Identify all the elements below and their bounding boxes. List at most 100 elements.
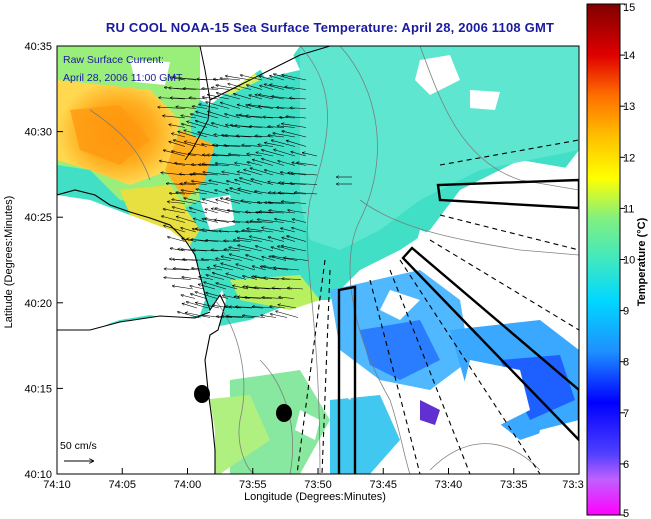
current-vector bbox=[281, 124, 307, 128]
current-vector bbox=[249, 236, 274, 242]
current-vector bbox=[220, 263, 245, 271]
current-vector bbox=[250, 168, 274, 176]
current-vector bbox=[225, 76, 252, 81]
current-vector bbox=[184, 183, 208, 185]
current-vector bbox=[277, 246, 296, 252]
current-vector bbox=[169, 141, 186, 147]
current-vector bbox=[182, 277, 203, 280]
current-vector bbox=[171, 199, 197, 204]
current-vector bbox=[283, 258, 309, 261]
current-vector bbox=[216, 283, 238, 290]
current-vector bbox=[226, 181, 241, 185]
current-vector bbox=[302, 153, 318, 157]
current-vector bbox=[167, 237, 186, 242]
current-vector bbox=[162, 116, 186, 119]
lon-tick-label: 74:00 bbox=[174, 479, 202, 491]
current-vector bbox=[171, 133, 186, 138]
current-vector bbox=[228, 247, 252, 252]
current-vector bbox=[252, 159, 274, 166]
lon-tick-label: 74:10 bbox=[43, 479, 71, 491]
current-vector bbox=[226, 198, 252, 204]
current-vector bbox=[296, 163, 318, 166]
current-vector bbox=[256, 152, 274, 157]
current-vector bbox=[224, 249, 241, 252]
current-vector bbox=[189, 174, 208, 175]
current-vector bbox=[179, 78, 208, 81]
current-vector bbox=[281, 75, 307, 81]
current-vector bbox=[262, 256, 276, 261]
current-vector bbox=[229, 188, 252, 195]
current-vector bbox=[286, 140, 307, 147]
colorbar-tick-label: 8 bbox=[623, 357, 629, 369]
current-vector bbox=[281, 201, 307, 204]
current-vector bbox=[229, 254, 254, 261]
current-vector bbox=[237, 238, 263, 242]
current-vector bbox=[189, 98, 208, 99]
current-vector bbox=[273, 133, 296, 138]
current-vector bbox=[207, 95, 230, 100]
colorbar-tick-label: 9 bbox=[623, 306, 629, 318]
current-vector bbox=[264, 170, 285, 176]
current-vector bbox=[278, 305, 297, 309]
current-vector bbox=[284, 87, 307, 90]
current-vector bbox=[216, 93, 241, 100]
current-vector bbox=[190, 286, 205, 290]
current-vector bbox=[226, 273, 247, 280]
current-vector bbox=[234, 163, 252, 166]
current-vector bbox=[176, 216, 197, 223]
current-vector bbox=[213, 265, 234, 271]
current-vector bbox=[211, 87, 230, 90]
current-vector bbox=[216, 85, 241, 90]
current-vector bbox=[224, 145, 252, 146]
current-vector bbox=[220, 102, 241, 109]
current-vector bbox=[224, 114, 241, 119]
current-vector bbox=[173, 268, 201, 271]
current-vector bbox=[167, 202, 186, 204]
current-vector bbox=[163, 225, 186, 233]
current-vector-field bbox=[158, 74, 352, 318]
current-vector bbox=[273, 193, 296, 194]
current-vector bbox=[269, 306, 286, 309]
current-vector bbox=[205, 102, 230, 109]
current-vector bbox=[236, 264, 256, 271]
current-vector bbox=[277, 161, 296, 166]
map-title: RU COOL NOAA-15 Sea Surface Temperature:… bbox=[105, 20, 555, 35]
current-vector bbox=[233, 240, 252, 242]
current-vector bbox=[202, 97, 219, 100]
lon-tick-label: 73:50 bbox=[304, 479, 332, 491]
current-vector bbox=[198, 165, 219, 166]
current-vector bbox=[164, 269, 190, 270]
current-vector bbox=[267, 127, 285, 128]
current-vector bbox=[243, 169, 263, 176]
current-vector bbox=[287, 210, 307, 214]
current-vector bbox=[273, 268, 300, 271]
current-vector bbox=[220, 198, 241, 204]
lon-tick-label: 73:3 bbox=[562, 479, 583, 491]
current-vector bbox=[269, 75, 285, 81]
current-vector bbox=[214, 190, 230, 195]
current-vector bbox=[196, 111, 219, 119]
current-vector bbox=[246, 85, 263, 90]
current-vector bbox=[281, 246, 307, 252]
current-vector bbox=[195, 292, 218, 299]
current-vector bbox=[287, 288, 304, 289]
current-vector bbox=[237, 171, 252, 176]
colorbar-tick-label: 15 bbox=[623, 2, 635, 14]
current-vector bbox=[252, 266, 267, 271]
current-vector bbox=[181, 295, 196, 299]
current-vector bbox=[291, 152, 307, 157]
current-vector bbox=[164, 278, 192, 280]
colorbar bbox=[586, 3, 621, 516]
current-vector bbox=[171, 151, 197, 157]
current-vector bbox=[240, 75, 263, 81]
longitude-axis: 74:10 74:05 74:00 73:55 73:50 73:45 73:40 73:35… bbox=[43, 468, 584, 491]
current-vector bbox=[193, 218, 208, 223]
current-vector bbox=[190, 114, 208, 119]
current-vector bbox=[207, 155, 230, 156]
colorbar-tick-label: 7 bbox=[623, 408, 629, 420]
current-vector bbox=[193, 173, 219, 176]
current-vector bbox=[212, 273, 236, 280]
current-vector bbox=[282, 279, 302, 280]
current-vector bbox=[180, 184, 197, 185]
current-vector bbox=[290, 173, 318, 176]
